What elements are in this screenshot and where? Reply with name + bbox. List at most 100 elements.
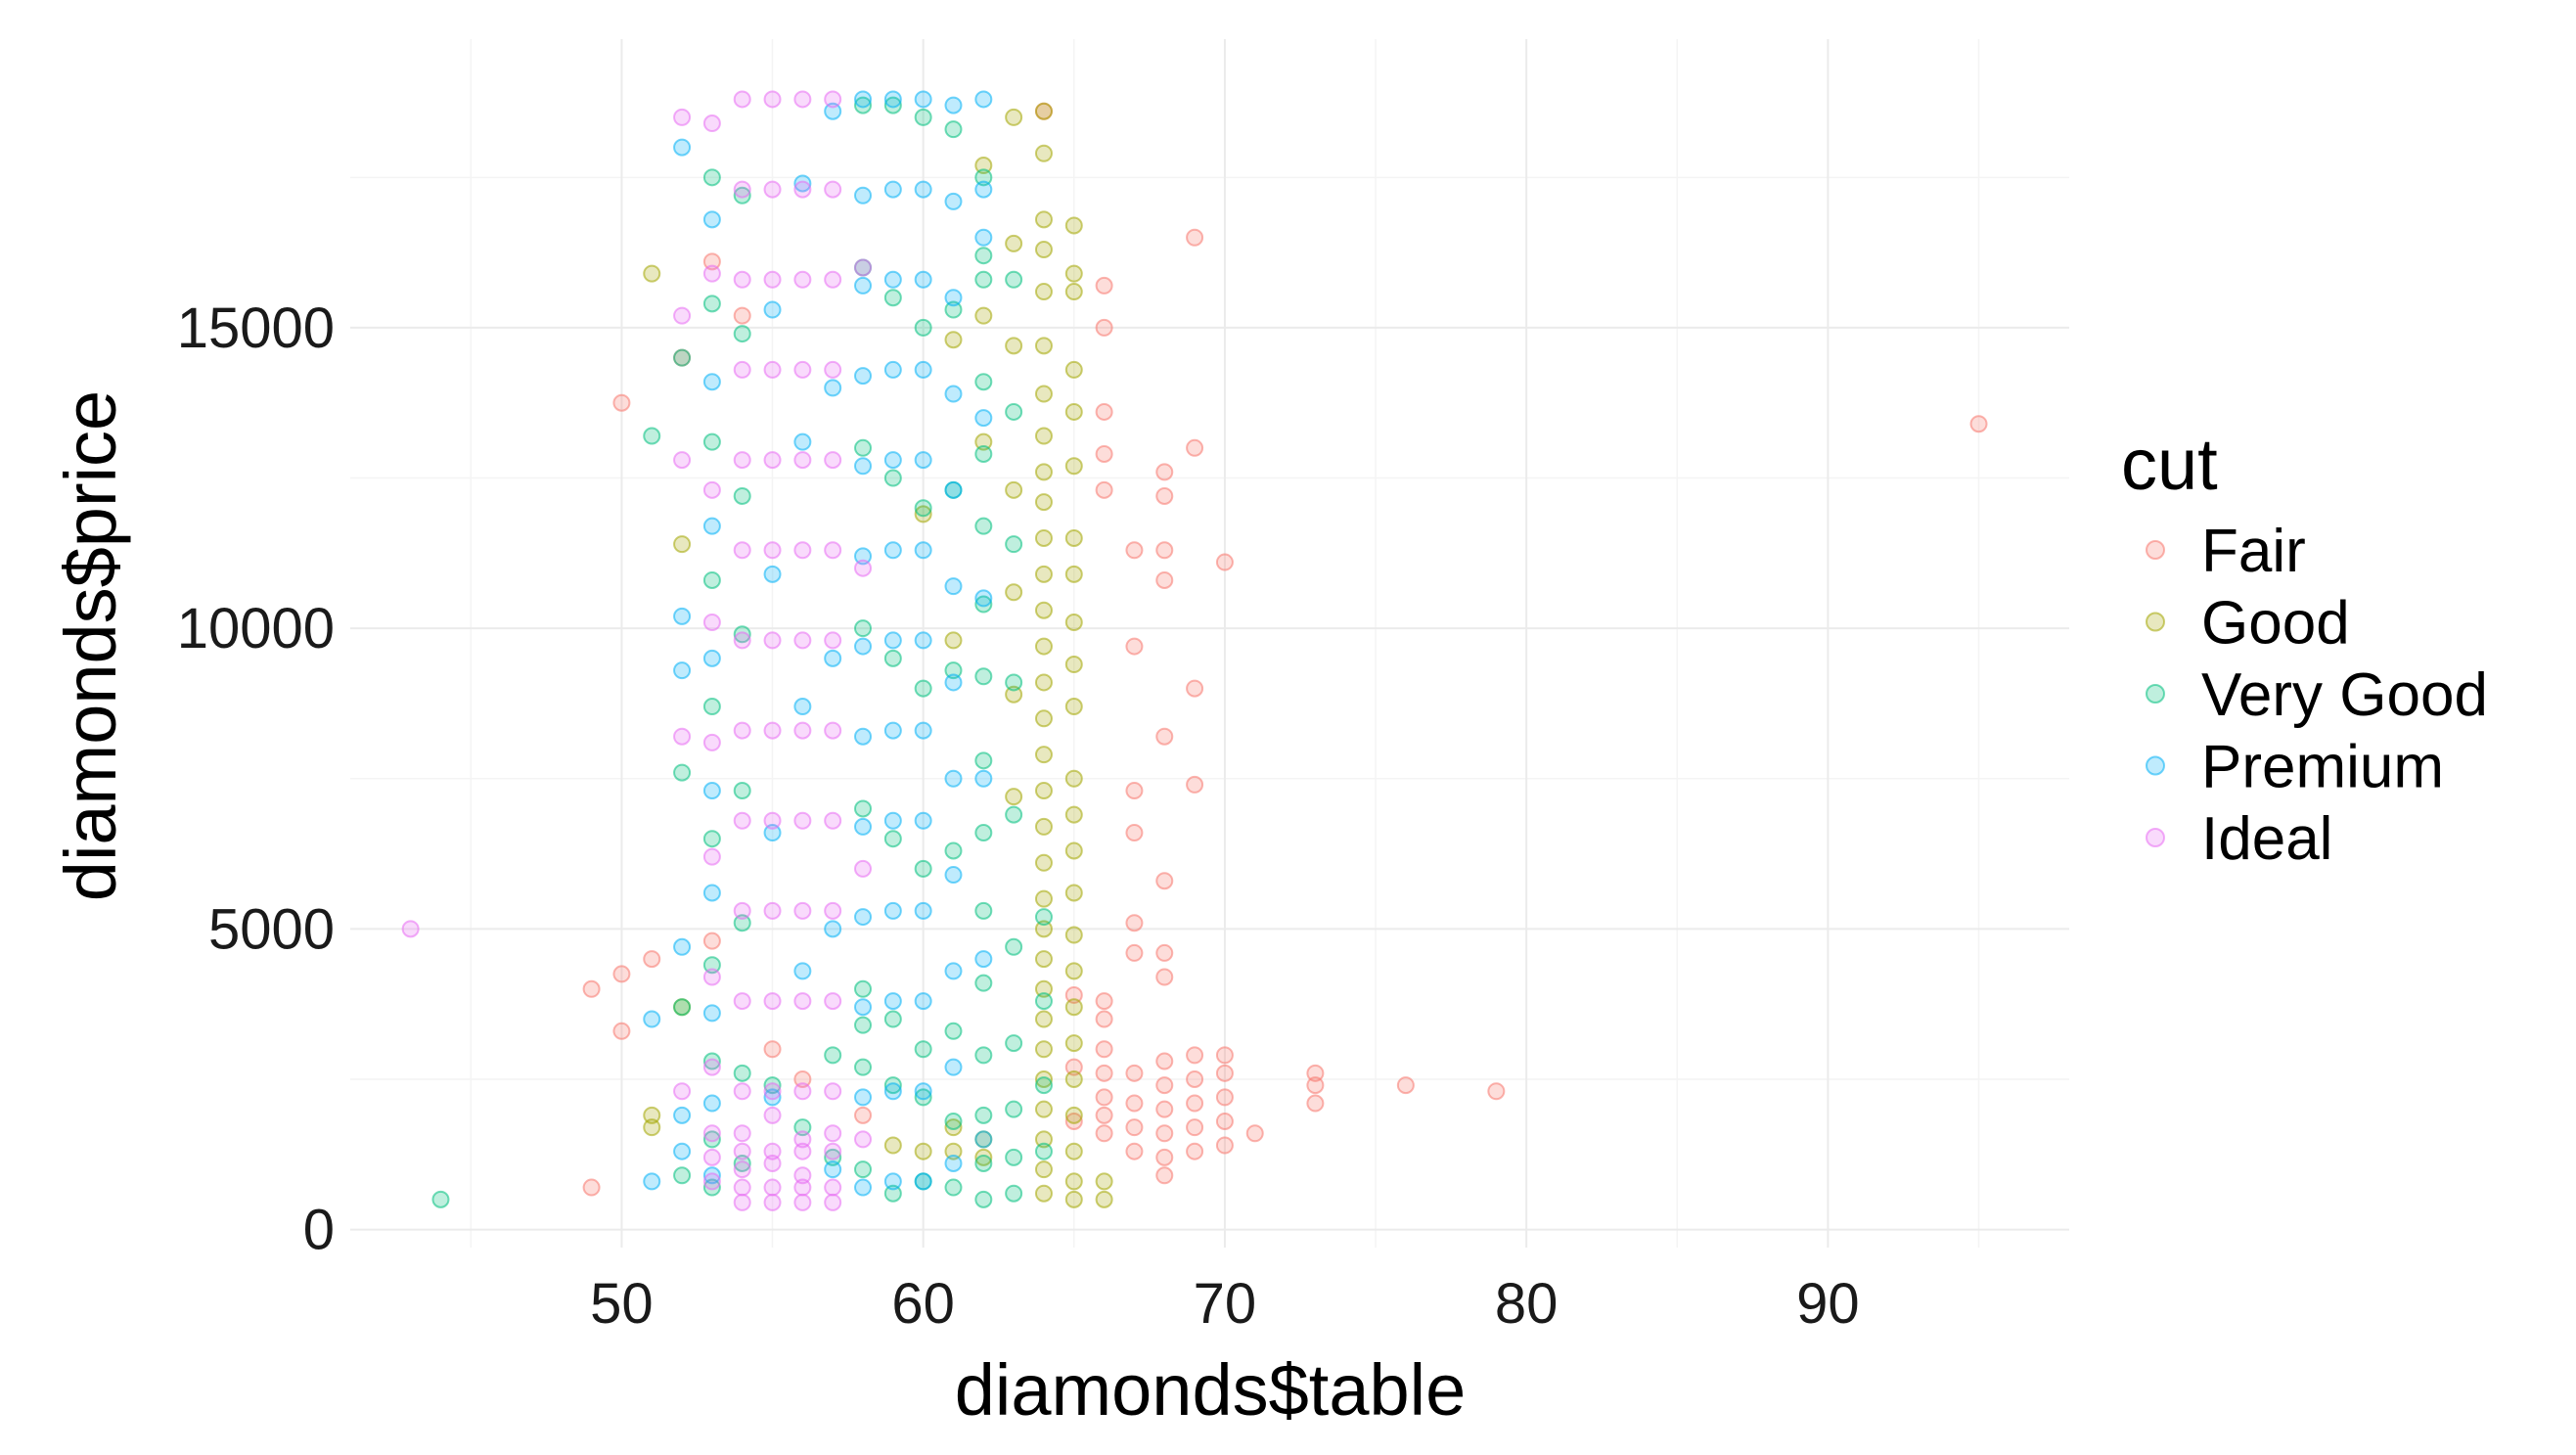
data-point <box>1034 979 1053 998</box>
data-point <box>763 1193 782 1211</box>
data-point <box>643 1106 661 1124</box>
data-point <box>1034 210 1053 229</box>
data-point <box>914 992 932 1011</box>
data-point <box>733 992 751 1011</box>
legend-item: Ideal <box>2146 805 2332 873</box>
data-point <box>1125 637 1144 656</box>
data-point <box>793 901 812 920</box>
data-point <box>702 847 721 866</box>
data-point <box>1095 276 1113 295</box>
data-point <box>1034 673 1053 692</box>
data-point <box>883 1010 902 1028</box>
data-point <box>733 1154 751 1172</box>
data-point <box>702 1172 721 1191</box>
data-point <box>974 950 993 969</box>
data-point <box>1005 583 1023 602</box>
data-point <box>854 1106 873 1124</box>
data-point <box>974 667 993 686</box>
data-point <box>1155 1148 1174 1166</box>
data-point <box>1155 1124 1174 1143</box>
data-point <box>733 306 751 325</box>
data-point <box>914 1172 932 1191</box>
data-point <box>1155 1100 1174 1118</box>
data-point <box>854 908 873 927</box>
data-point <box>974 270 993 289</box>
data-point <box>1125 1094 1144 1113</box>
data-point <box>974 1154 993 1172</box>
data-point <box>883 90 902 109</box>
data-points <box>401 90 1988 1211</box>
data-point <box>824 1082 842 1101</box>
data-point <box>914 1082 932 1101</box>
data-point <box>793 1069 812 1088</box>
data-point <box>702 517 721 535</box>
data-point <box>824 721 842 740</box>
data-point <box>854 727 873 746</box>
data-point <box>944 331 963 349</box>
data-point <box>733 1082 751 1101</box>
data-point <box>1064 998 1083 1017</box>
data-point <box>702 1178 721 1197</box>
x-tick-label: 70 <box>1194 1272 1257 1336</box>
data-point <box>1034 1076 1053 1095</box>
data-point <box>1005 402 1023 421</box>
y-tick-label: 10000 <box>177 597 335 660</box>
data-point <box>702 649 721 667</box>
data-point <box>1064 884 1083 902</box>
data-point <box>1005 480 1023 499</box>
data-point <box>673 1166 692 1185</box>
data-point <box>1005 234 1023 252</box>
data-point <box>824 920 842 938</box>
data-point <box>1034 817 1053 836</box>
legend-label: Fair <box>2201 518 2306 585</box>
data-point <box>974 306 993 325</box>
data-point <box>1034 463 1053 481</box>
data-point <box>673 1106 692 1124</box>
data-point <box>974 409 993 428</box>
data-point <box>1005 535 1023 554</box>
data-point <box>1064 805 1083 824</box>
data-point <box>793 1193 812 1211</box>
data-point <box>763 1082 782 1101</box>
legend-key <box>2146 684 2165 704</box>
data-point <box>854 1160 873 1179</box>
data-point <box>1034 782 1053 800</box>
legend-label: Very Good <box>2201 661 2488 729</box>
data-point <box>612 393 631 412</box>
data-point <box>1095 1088 1113 1107</box>
data-point <box>793 270 812 289</box>
data-point <box>763 1142 782 1160</box>
data-point <box>702 956 721 975</box>
x-tick-label: 60 <box>891 1272 955 1336</box>
data-point <box>1064 1034 1083 1053</box>
data-point <box>1186 1069 1204 1088</box>
data-point <box>974 1046 993 1065</box>
data-point <box>1064 962 1083 980</box>
data-point <box>763 1106 782 1124</box>
data-point <box>1034 337 1053 355</box>
data-point <box>1487 1082 1506 1101</box>
data-point <box>1306 1076 1325 1095</box>
data-point <box>702 1124 721 1143</box>
data-point <box>1034 920 1053 938</box>
data-point <box>914 1142 932 1160</box>
data-point <box>914 108 932 126</box>
data-point <box>733 186 751 205</box>
data-point <box>1095 480 1113 499</box>
data-point <box>793 432 812 451</box>
legend-item: Good <box>2146 590 2350 658</box>
data-point <box>1186 1094 1204 1113</box>
data-point <box>914 451 932 470</box>
data-point <box>974 168 993 187</box>
data-point <box>1005 685 1023 704</box>
data-point <box>673 763 692 782</box>
data-point <box>1064 1142 1083 1160</box>
data-point <box>733 486 751 505</box>
data-point <box>1034 1100 1053 1118</box>
data-point <box>1034 565 1053 583</box>
data-point <box>401 920 420 938</box>
data-point <box>733 1178 751 1197</box>
data-point <box>733 1064 751 1082</box>
data-point <box>733 180 751 199</box>
